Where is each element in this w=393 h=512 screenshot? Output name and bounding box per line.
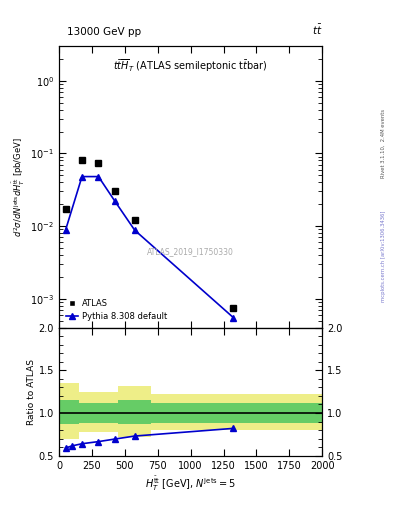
Text: $t\bar{t}\overline{H}_T$ (ATLAS semileptonic t$\bar{t}$bar): $t\bar{t}\overline{H}_T$ (ATLAS semilept… (113, 57, 268, 74)
Text: $t\bar{t}$: $t\bar{t}$ (312, 23, 322, 37)
Y-axis label: Ratio to ATLAS: Ratio to ATLAS (27, 359, 36, 424)
Text: 13000 GeV pp: 13000 GeV pp (67, 27, 141, 37)
X-axis label: $H_T^{\mathrm{\bar{t}t}}$ [GeV], $N^{\mathrm{jets}} = 5$: $H_T^{\mathrm{\bar{t}t}}$ [GeV], $N^{\ma… (145, 475, 236, 493)
Text: mcplots.cern.ch [arXiv:1306.3436]: mcplots.cern.ch [arXiv:1306.3436] (381, 210, 386, 302)
Y-axis label: $d^2\sigma / d N^{\mathrm{jets}} d H_T^{\mathrm{\bar{t}t}}$ [pb/GeV]: $d^2\sigma / d N^{\mathrm{jets}} d H_T^{… (11, 137, 28, 237)
Legend: ATLAS, Pythia 8.308 default: ATLAS, Pythia 8.308 default (63, 296, 170, 324)
Text: ATLAS_2019_I1750330: ATLAS_2019_I1750330 (147, 247, 234, 256)
Text: Rivet 3.1.10,  2.4M events: Rivet 3.1.10, 2.4M events (381, 109, 386, 178)
